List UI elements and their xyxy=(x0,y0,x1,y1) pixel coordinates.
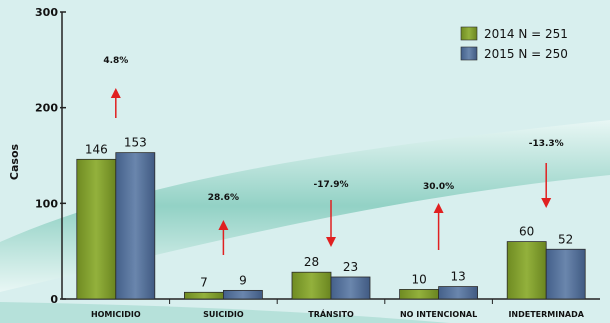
y-tick-label: 100 xyxy=(35,197,58,210)
bar xyxy=(76,158,117,300)
y-tick-label: 200 xyxy=(35,102,58,115)
change-arrows: 4.8% 28.6% -17.9% 30.0% -13.3% xyxy=(103,56,564,255)
bar xyxy=(330,276,371,300)
data-label: 23 xyxy=(343,260,358,274)
data-label: 60 xyxy=(519,225,534,239)
bar xyxy=(115,152,156,300)
bar xyxy=(399,289,440,300)
data-label: 7 xyxy=(200,275,208,289)
y-tick-label: 0 xyxy=(50,293,58,306)
x-tick-label: NO INTENCIONAL xyxy=(400,310,477,319)
change-label: -17.9% xyxy=(314,180,349,190)
change-label: 28.6% xyxy=(208,193,239,203)
x-tick-label: INDETERMINADA xyxy=(508,310,584,319)
bar xyxy=(506,241,547,300)
legend-label: 2014 N = 251 xyxy=(484,27,568,41)
data-label: 146 xyxy=(85,142,108,156)
legend-swatch xyxy=(460,46,478,61)
y-tick-label: 300 xyxy=(35,6,58,19)
change-arrow xyxy=(326,200,336,247)
value-labels: 146 153 7 9 28 23 10 13 60 52 xyxy=(85,136,573,290)
bar xyxy=(291,271,332,300)
bar xyxy=(183,291,224,300)
legend-label: 2015 N = 250 xyxy=(484,47,568,61)
data-label: 52 xyxy=(558,232,573,246)
change-arrow xyxy=(433,203,444,250)
axes: 0 100 200 300 Casos HOMICIDIO SUICIDIO TRÁNSITO… xyxy=(8,6,600,319)
y-axis-label: Casos xyxy=(8,143,21,180)
change-label: 30.0% xyxy=(423,182,454,192)
bar xyxy=(545,248,586,300)
bar xyxy=(222,289,263,300)
bar xyxy=(438,286,479,300)
legend: 2014 N = 251 2015 N = 250 xyxy=(460,26,568,61)
change-arrow xyxy=(218,220,229,255)
bars xyxy=(76,152,586,300)
x-tick-label: SUICIDIO xyxy=(203,310,244,319)
data-label: 28 xyxy=(304,255,319,269)
change-arrow xyxy=(110,88,121,118)
x-tick-label: HOMICIDIO xyxy=(91,310,141,319)
change-label: -13.3% xyxy=(529,139,564,149)
change-label: 4.8% xyxy=(103,56,128,66)
data-label: 13 xyxy=(450,270,465,284)
data-label: 10 xyxy=(411,272,426,286)
x-tick-label: TRÁNSITO xyxy=(308,308,354,319)
data-label: 9 xyxy=(239,273,247,287)
legend-swatch xyxy=(460,26,478,41)
data-label: 153 xyxy=(124,136,147,150)
change-arrow xyxy=(541,163,552,208)
